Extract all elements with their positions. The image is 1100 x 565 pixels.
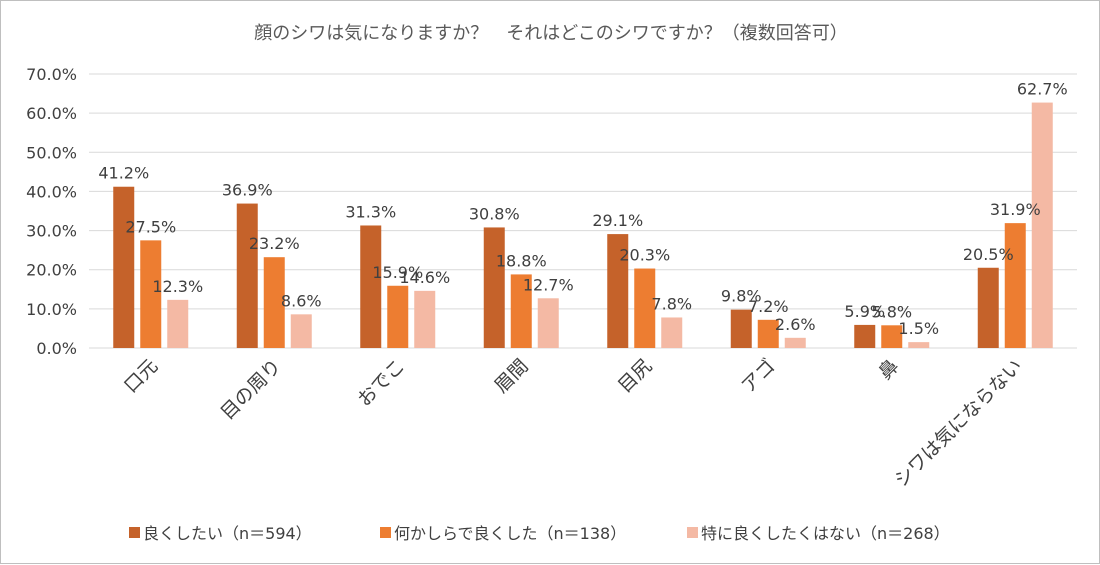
data-label: 1.5% <box>898 319 939 338</box>
data-label: 31.9% <box>990 200 1041 219</box>
bar <box>908 342 930 348</box>
category-label: 眉間 <box>490 355 532 397</box>
data-label: 5.9% <box>844 302 885 321</box>
data-label: 31.3% <box>345 202 396 221</box>
bar <box>977 267 999 348</box>
data-label: 36.9% <box>222 181 273 200</box>
category-label: 目尻 <box>614 355 656 397</box>
bar <box>784 337 806 348</box>
bar <box>360 225 382 348</box>
chart-title: 顔のシワは気になりますか？ それはどこのシワですか？（複数回答可） <box>254 23 847 44</box>
legend-label: 良くしたい（n＝594） <box>143 524 312 543</box>
data-label: 20.5% <box>963 245 1014 264</box>
legend: 良くしたい（n＝594） 何かしらで良くした（n＝138） 特に良くしたくはない（n… <box>129 524 950 543</box>
y-axis-ticks: 0.0% 10.0% 20.0% 30.0% 40.0% 50.0% 60.0% 70.0% <box>26 65 77 358</box>
data-label: 18.8% <box>496 251 547 270</box>
legend-label: 特に良くしたくはない（n＝268） <box>701 524 950 543</box>
y-tick-label: 30.0% <box>26 222 77 241</box>
bar <box>414 290 436 348</box>
y-tick-label: 70.0% <box>26 65 77 84</box>
bar <box>634 268 656 348</box>
legend-label: 何かしらで良くした（n＝138） <box>394 524 626 543</box>
bar <box>537 298 559 348</box>
bars <box>113 102 1053 349</box>
bar <box>1031 102 1053 349</box>
bar <box>661 317 683 348</box>
data-label: 15.9% <box>372 263 423 282</box>
category-label: 口元 <box>120 355 162 397</box>
data-label: 9.8% <box>721 287 762 306</box>
bar <box>730 309 752 348</box>
y-tick-label: 60.0% <box>26 104 77 123</box>
category-label: おでこ <box>353 355 409 411</box>
data-label: 8.6% <box>281 291 322 310</box>
data-label: 12.7% <box>523 275 574 294</box>
data-label: 5.8% <box>871 302 912 321</box>
data-label: 23.2% <box>249 234 300 253</box>
category-label: シワは気にならない <box>890 355 1026 491</box>
data-label: 2.6% <box>775 315 816 334</box>
bar <box>854 324 876 348</box>
data-label: 7.2% <box>748 297 789 316</box>
category-label: 鼻 <box>874 355 903 384</box>
data-label: 7.8% <box>651 294 692 313</box>
bar <box>1004 223 1026 348</box>
bar <box>263 257 285 348</box>
y-tick-label: 40.0% <box>26 182 77 201</box>
legend-swatch <box>687 527 698 538</box>
data-label: 29.1% <box>592 211 643 230</box>
bar <box>757 319 779 348</box>
data-label: 14.6% <box>399 268 450 287</box>
data-label: 62.7% <box>1017 80 1068 99</box>
bar <box>140 240 162 348</box>
data-label: 20.3% <box>619 246 670 265</box>
data-label: 30.8% <box>469 204 520 223</box>
y-tick-label: 20.0% <box>26 261 77 280</box>
category-label: アゴ <box>737 355 779 397</box>
bar <box>290 314 312 348</box>
data-label: 12.3% <box>152 277 203 296</box>
bar <box>387 285 409 348</box>
data-label: 41.2% <box>98 164 149 183</box>
bar <box>167 299 189 348</box>
bar <box>607 234 629 348</box>
bar <box>236 203 258 348</box>
legend-swatch <box>129 527 140 538</box>
bar <box>483 227 505 348</box>
data-label: 27.5% <box>125 217 176 236</box>
y-tick-label: 50.0% <box>26 143 77 162</box>
legend-swatch <box>380 527 391 538</box>
bar <box>113 186 135 348</box>
bar <box>510 274 532 348</box>
y-tick-label: 10.0% <box>26 300 77 319</box>
y-tick-label: 0.0% <box>36 339 77 358</box>
bar <box>881 325 903 348</box>
category-label: 目の周り <box>216 355 285 424</box>
data-labels: 41.2%27.5%12.3%36.9%23.2%8.6%31.3%15.9%1… <box>98 80 1067 339</box>
